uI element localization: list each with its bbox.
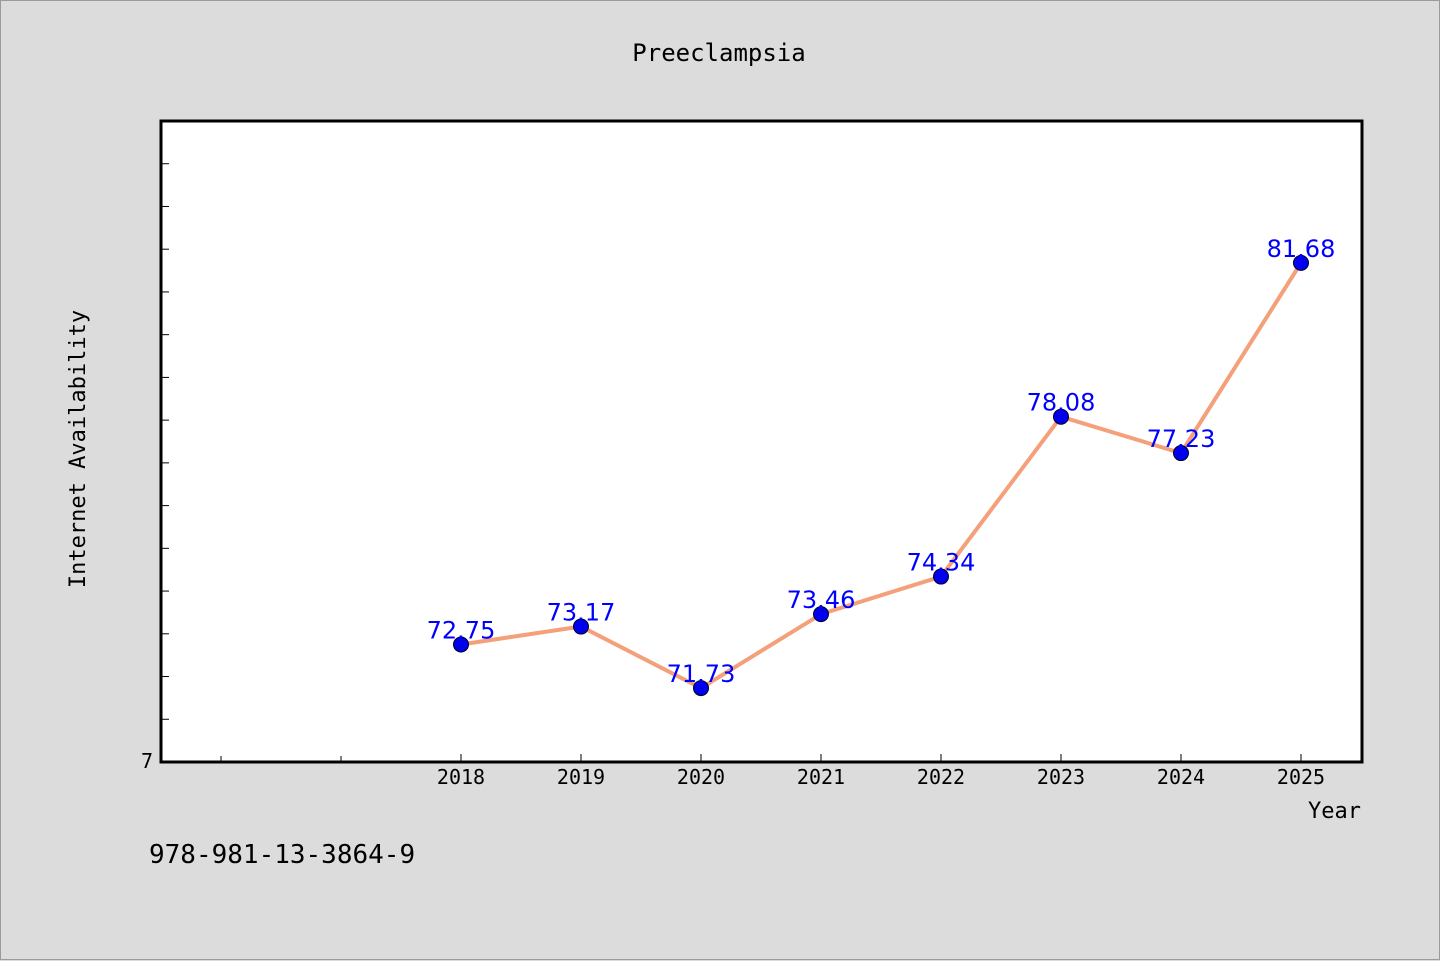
data-point xyxy=(573,618,589,635)
x-tick-label: 2018 xyxy=(437,765,485,789)
data-point xyxy=(453,636,469,653)
data-point xyxy=(1293,254,1309,271)
data-label: 73.46 xyxy=(787,586,856,614)
x-tick-label: 2025 xyxy=(1277,765,1325,789)
data-point xyxy=(813,606,829,623)
plot-area xyxy=(159,119,1364,764)
data-point xyxy=(1053,408,1069,425)
x-tick-label: 2022 xyxy=(917,765,965,789)
chart-title: Preeclampsia xyxy=(632,39,805,67)
series-group: 72.75 73.17 71.73 73.46 74.34 78.08 77.23 81.68 xyxy=(427,235,1336,697)
isbn-text: 978-981-13-3864-9 xyxy=(149,840,415,870)
y-tick-label: 7 xyxy=(141,749,153,773)
x-tick-label: 2021 xyxy=(797,765,845,789)
data-label: 78.08 xyxy=(1027,389,1096,417)
data-label: 81.68 xyxy=(1267,235,1336,263)
data-point xyxy=(1173,445,1189,462)
x-tick-label: 2019 xyxy=(557,765,605,789)
x-tick-label: 2024 xyxy=(1157,765,1205,789)
data-label: 72.75 xyxy=(427,616,496,644)
x-tick-label: 2020 xyxy=(677,765,725,789)
data-point xyxy=(693,680,709,697)
data-label: 73.17 xyxy=(547,599,616,627)
y-axis-label: Internet Availability xyxy=(66,310,91,588)
y-axis-ticks: 7 xyxy=(141,163,169,773)
x-tick-label: 2023 xyxy=(1037,765,1085,789)
x-axis-ticks: 2018 2019 2020 2021 2022 2023 2024 2025 xyxy=(220,754,1325,789)
data-point xyxy=(933,568,949,585)
data-label: 77.23 xyxy=(1147,425,1216,453)
data-label: 74.34 xyxy=(907,549,976,577)
data-label: 71.73 xyxy=(667,660,736,688)
x-axis-label: Year xyxy=(1308,799,1361,824)
series-line xyxy=(460,261,1303,691)
